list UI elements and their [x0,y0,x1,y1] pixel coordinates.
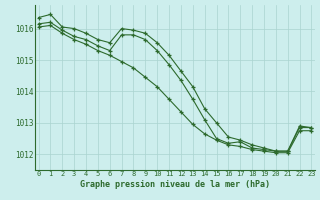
X-axis label: Graphe pression niveau de la mer (hPa): Graphe pression niveau de la mer (hPa) [80,180,270,189]
